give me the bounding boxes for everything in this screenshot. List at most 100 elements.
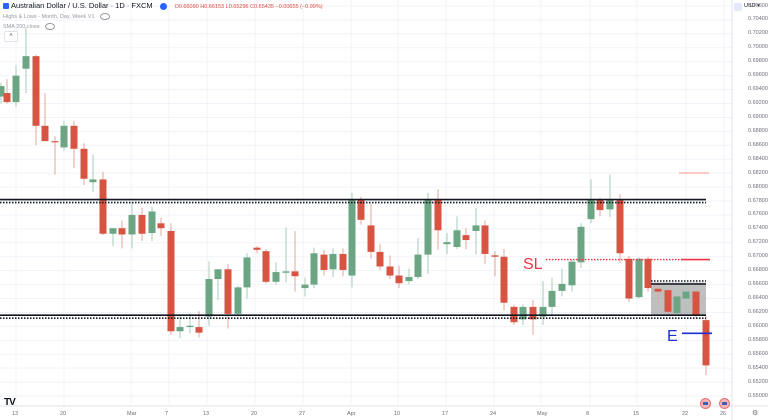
candle-body[interactable] [282, 271, 290, 273]
currency-selector[interactable]: USD ▾ [744, 3, 760, 9]
candle-body[interactable] [148, 211, 156, 234]
candle-body[interactable] [89, 179, 97, 183]
indicator-sma-200[interactable]: SMA 200 close [3, 23, 40, 30]
price-axis-label: 0.65200 [748, 378, 768, 385]
candle-body[interactable] [644, 258, 652, 289]
candle-body[interactable] [434, 198, 442, 231]
candle-body[interactable] [558, 283, 566, 291]
candle-body[interactable] [596, 199, 604, 211]
candle-body[interactable] [234, 287, 242, 314]
candle-body[interactable] [376, 251, 384, 267]
candle-body[interactable] [301, 284, 309, 289]
us-flag-event-icon[interactable] [719, 398, 730, 409]
candle-body[interactable] [673, 296, 681, 314]
candle-body[interactable] [367, 225, 375, 252]
candle-body[interactable] [519, 306, 527, 320]
candle-body[interactable] [702, 320, 710, 366]
candle-body[interactable] [386, 266, 394, 276]
candle-body[interactable] [253, 247, 261, 250]
time-axis-label: 24 [490, 411, 497, 417]
candle-body[interactable] [214, 269, 222, 280]
candle-body[interactable] [348, 198, 356, 276]
gear-icon[interactable]: ⚙ [752, 410, 759, 417]
candle-body[interactable] [291, 271, 299, 277]
candle-body[interactable] [22, 56, 30, 69]
candle-body[interactable] [529, 306, 537, 320]
candle-body[interactable] [462, 235, 470, 241]
candle-body[interactable] [577, 226, 585, 263]
candle-body[interactable] [414, 254, 422, 277]
candle-body[interactable] [539, 306, 547, 317]
candle-body[interactable] [243, 257, 251, 288]
time-axis-label: 7 [165, 411, 169, 417]
candle-body[interactable] [157, 223, 165, 229]
price-axis-label: 0.66400 [748, 295, 768, 302]
time-axis-label: 10 [394, 411, 401, 417]
candle-body[interactable] [491, 255, 499, 257]
entry-label: E [667, 328, 678, 345]
candle-body[interactable] [472, 225, 480, 231]
eye-icon[interactable] [100, 13, 111, 20]
candle-body[interactable] [587, 199, 595, 220]
candle-body[interactable] [128, 214, 136, 235]
candle-body[interactable] [606, 198, 614, 210]
price-axis-label: 0.67800 [748, 197, 768, 204]
candle-body[interactable] [500, 256, 508, 303]
time-axis-label: 20 [60, 411, 67, 417]
candle-body[interactable] [329, 253, 337, 270]
candle-body[interactable] [176, 327, 184, 332]
candle-body[interactable] [60, 125, 68, 148]
candle-body[interactable] [262, 251, 270, 282]
us-flag-event-icon[interactable] [700, 398, 711, 409]
candle-body[interactable] [32, 56, 40, 126]
candle-body[interactable] [224, 269, 232, 314]
candle-body[interactable] [3, 93, 11, 103]
candle-body[interactable] [664, 290, 672, 312]
candle-body[interactable] [453, 230, 461, 247]
chart-title: Australian Dollar / U.S. Dollar · 1D · F… [10, 1, 153, 10]
candle-body[interactable] [195, 327, 203, 333]
candle-body[interactable] [548, 290, 556, 307]
candle-body[interactable] [568, 261, 576, 286]
candle-body[interactable] [80, 148, 88, 179]
candle-body[interactable] [99, 179, 107, 234]
candle-body[interactable] [167, 230, 175, 332]
chart-legend: Australian Dollar / U.S. Dollar · 1D · F… [3, 1, 323, 30]
candle-body[interactable] [654, 288, 662, 292]
candle-body[interactable] [109, 228, 117, 234]
candle-body[interactable] [0, 86, 5, 97]
candle-body[interactable] [186, 325, 194, 328]
candle-body[interactable] [51, 141, 59, 143]
candle-body[interactable] [118, 228, 126, 235]
tradingview-logo[interactable]: TV [4, 397, 16, 408]
collapse-legend-button[interactable]: ˄ [4, 31, 18, 42]
candle-body[interactable] [395, 275, 403, 284]
time-axis-label: 8 [586, 411, 590, 417]
price-axis-label: 0.68800 [748, 127, 768, 134]
indicator-highs-lows[interactable]: Highs & Lows - Month, Day, Week V1 [3, 13, 95, 20]
candle-body[interactable] [635, 258, 643, 298]
eye-icon[interactable] [45, 23, 56, 30]
candle-body[interactable] [205, 279, 213, 317]
candle-body[interactable] [616, 199, 624, 254]
sync-icon[interactable] [159, 2, 167, 10]
candle-body[interactable] [481, 225, 489, 254]
candle-body[interactable] [320, 254, 328, 270]
candle-body[interactable] [692, 291, 700, 316]
candle-body[interactable] [310, 253, 318, 285]
candle-body[interactable] [443, 242, 451, 245]
candle-body[interactable] [357, 198, 365, 220]
candle-body[interactable] [682, 291, 690, 299]
candle-body[interactable] [138, 214, 146, 234]
candle-body[interactable] [12, 75, 20, 103]
candle-body[interactable] [405, 276, 413, 282]
candle-body[interactable] [272, 272, 280, 282]
price-scale-menu-button[interactable] [734, 3, 742, 11]
candle-body[interactable] [339, 253, 347, 270]
candle-body[interactable] [424, 198, 432, 255]
candle-body[interactable] [70, 125, 78, 149]
time-axis-label: 15 [633, 411, 640, 417]
candle-body[interactable] [41, 125, 49, 142]
candle-body[interactable] [625, 258, 633, 299]
